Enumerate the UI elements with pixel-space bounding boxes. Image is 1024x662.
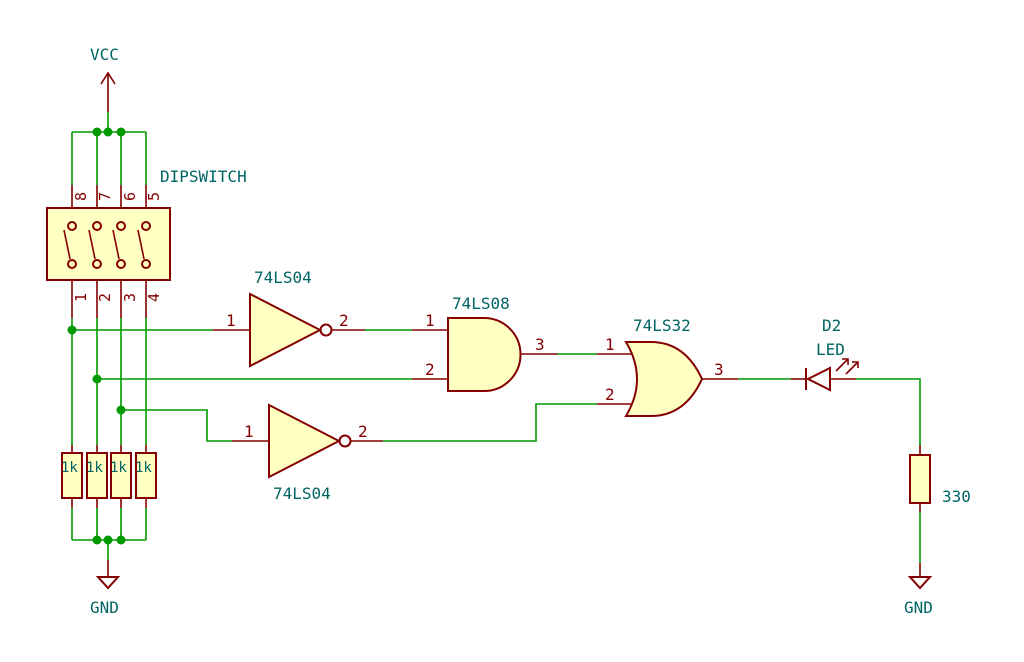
dipswitch-pin-label: 5: [145, 192, 163, 201]
bottom-bus-wires: [72, 508, 146, 560]
inverter-part-label: 74LS04: [273, 484, 331, 503]
inverter-top: 74LS04 1 2: [213, 268, 365, 366]
switch-output-wires: [72, 318, 146, 445]
dipswitch-pin-label: 6: [121, 192, 139, 201]
inverter-part-label: 74LS04: [254, 268, 312, 287]
dipswitch: DIPSWITCH 8 7 6 5 1 2 3 4: [47, 167, 247, 318]
junction-dot: [68, 326, 77, 335]
top-bus-wires: [72, 112, 146, 185]
pullup-resistors: 1k 1k 1k 1k: [61, 445, 156, 508]
dipswitch-pin-label: 4: [145, 293, 163, 302]
vcc-label: VCC: [90, 45, 119, 64]
resistor-value-label: 1k: [110, 460, 127, 476]
resistor-value-label: 1k: [135, 460, 152, 476]
dipswitch-pin-label: 7: [96, 192, 114, 201]
junction-dot: [104, 536, 113, 545]
junction-dot: [117, 128, 126, 137]
gate-pin-number: 1: [425, 311, 435, 330]
gate-pin-number: 3: [714, 360, 724, 379]
gnd-symbol-left: GND: [90, 560, 119, 617]
dipswitch-pin-label: 2: [96, 293, 114, 302]
junction-dot: [93, 128, 102, 137]
junction-dot: [93, 375, 102, 384]
gate-pin-number: 2: [425, 360, 435, 379]
gate-pin-number: 1: [605, 335, 615, 354]
gnd-symbol-right: GND: [904, 563, 933, 617]
led-d2: D2 LED: [791, 316, 858, 390]
gate-pin-number: 2: [358, 422, 368, 441]
gate-pin-number: 2: [605, 385, 615, 404]
and-gate-part-label: 74LS08: [452, 294, 510, 313]
inverter-bottom: 74LS04 1 2: [232, 405, 383, 503]
led-ref-label: D2: [822, 316, 841, 335]
resistor-value-label: 330: [942, 487, 971, 506]
led-value-label: LED: [816, 340, 845, 359]
resistor-value-label: 1k: [61, 460, 78, 476]
gnd-label: GND: [90, 598, 119, 617]
dipswitch-pin-label: 8: [72, 192, 90, 201]
junction-dot: [117, 406, 126, 415]
gate-pin-number: 3: [535, 335, 545, 354]
gate-pin-number: 1: [226, 311, 236, 330]
or-gate-part-label: 74LS32: [633, 316, 691, 335]
gnd-label: GND: [904, 598, 933, 617]
dipswitch-label: DIPSWITCH: [160, 167, 247, 186]
led-light-arrows-icon: [836, 359, 858, 374]
dipswitch-pin-label: 3: [121, 293, 139, 302]
led-resistor: 330: [910, 445, 971, 512]
vcc-symbol: VCC: [90, 45, 119, 112]
and-gate: 74LS08 1 2 3: [412, 294, 558, 391]
or-gate: 74LS32 1 2 3: [597, 316, 738, 416]
junction-dot: [93, 536, 102, 545]
resistor-value-label: 1k: [86, 460, 103, 476]
gate-pin-number: 1: [244, 422, 254, 441]
junction-dot: [104, 128, 113, 137]
junction-dot: [117, 536, 126, 545]
dipswitch-pin-label: 1: [72, 293, 90, 302]
gate-pin-number: 2: [339, 311, 349, 330]
